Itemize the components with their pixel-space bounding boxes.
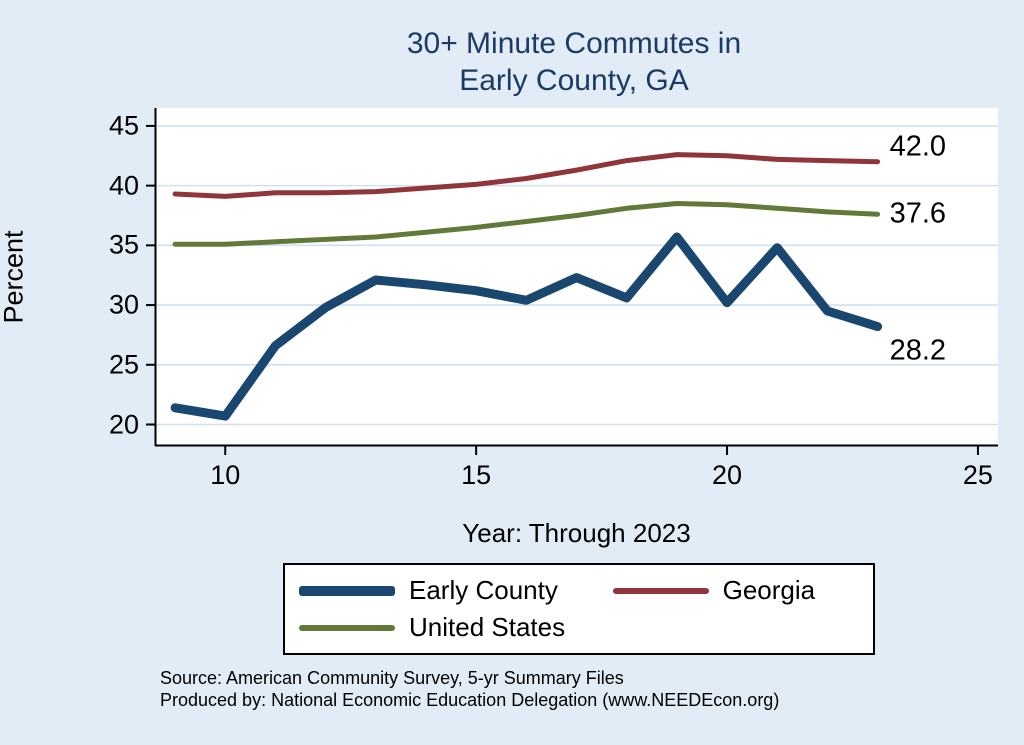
y-tick-label-40: 40 — [108, 170, 139, 201]
y-tick-label-45: 45 — [108, 110, 139, 141]
legend-item-early-county: Early County — [299, 575, 613, 606]
legend-item-georgia: Georgia — [612, 575, 859, 606]
x-tick-label-20: 20 — [712, 460, 743, 490]
x-tick-label-10: 10 — [210, 460, 241, 490]
y-tick-label-35: 35 — [108, 229, 139, 260]
plot-area — [146, 108, 998, 455]
end-label-georgia: 42.0 — [889, 130, 947, 163]
series-line-united-states — [172, 201, 881, 247]
chart-title: 30+ Minute Commutes in Early County, GA — [150, 26, 998, 99]
united-states-line-swatch — [299, 624, 395, 631]
legend-label-early-county: Early County — [409, 575, 558, 605]
y-tick-label-25: 25 — [108, 349, 139, 380]
source-note: Source: American Community Survey, 5-yr … — [160, 668, 779, 712]
source-line-1: Source: American Community Survey, 5-yr … — [160, 668, 624, 688]
series-line-early-county — [170, 232, 883, 421]
early-county-line-swatch — [299, 585, 395, 596]
chart-title-line-1: 30+ Minute Commutes in — [406, 27, 742, 60]
georgia-line-swatch — [612, 587, 709, 594]
x-tick-label-15: 15 — [461, 460, 492, 490]
chart-title-line-2: Early County, GA — [459, 63, 689, 97]
y-axis-title: Percent — [0, 230, 29, 324]
source-line-2: Produced by: National Economic Education… — [160, 689, 780, 710]
end-label-united-states: 37.6 — [889, 197, 947, 230]
legend-label-united-states: United States — [409, 612, 566, 642]
x-axis-title: Year: Through 2023 — [462, 518, 691, 548]
y-tick-label-30: 30 — [108, 289, 139, 320]
legend: Early County Georgia United States — [283, 563, 875, 655]
series-line-georgia — [172, 152, 881, 199]
x-tick-label-25: 25 — [962, 460, 993, 490]
end-label-early-county: 28.2 — [889, 334, 947, 367]
y-tick-label-20: 20 — [108, 409, 139, 439]
legend-item-united-states: United States — [299, 612, 613, 643]
legend-label-georgia: Georgia — [722, 575, 816, 605]
